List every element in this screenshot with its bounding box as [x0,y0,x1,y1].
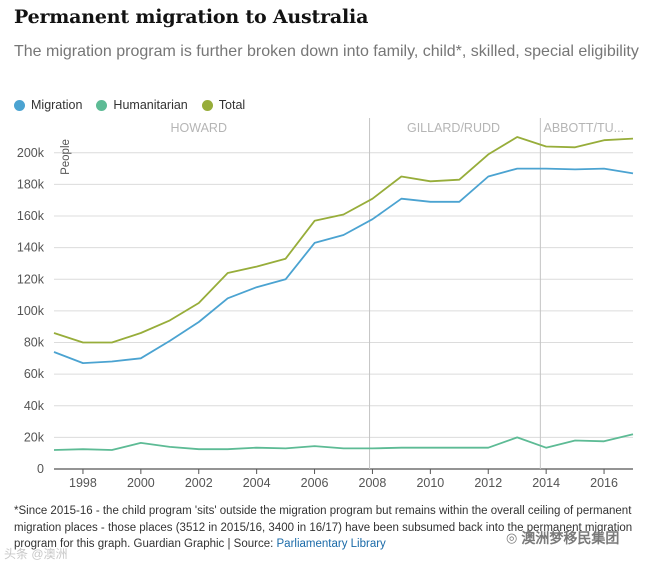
x-tick-label: 2000 [127,476,155,490]
x-tick-label: 1998 [69,476,97,490]
watermark-left: 头条 @澳洲 [4,547,68,561]
y-tick-label: 180k [17,177,45,191]
legend-label-migration: Migration [31,98,83,112]
chart-title: Permanent migration to Australia [14,6,369,28]
chart-subtitle: The migration program is further broken … [14,43,639,60]
legend-marker-humanitarian [96,99,108,111]
period-label: GILLARD/RUDD [407,121,500,135]
footnote: *Since 2015-16 - the child program 'sits… [14,503,650,553]
series-line-humanitarian [53,433,634,451]
wechat-icon: ◎ [506,530,518,545]
y-tick-label: 60k [24,367,45,381]
y-tick-label: 140k [17,241,45,255]
x-tick-label: 2014 [532,476,560,490]
y-tick-label: 160k [17,209,45,223]
x-tick-label: 2004 [243,476,271,490]
period-label: HOWARD [171,121,227,135]
source-link[interactable]: Parliamentary Library [276,538,386,550]
line-chart: 0 20k 40k 60k 80k 100k 120k 140k 160k 180k 200k 199… [17,118,634,490]
x-tick-label: 2016 [590,476,618,490]
period-label: ABBOTT/TU... [544,121,625,135]
footnote-text: *Since 2015-16 - the child program 'sits… [14,505,633,550]
legend: Migration Humanitarian Total [14,98,245,112]
y-tick-label: 40k [24,399,45,413]
x-tick-label: 2008 [359,476,387,490]
y-tick-label: 20k [24,430,45,444]
legend-item-total: Total [201,98,246,112]
legend-marker-total [201,99,213,111]
legend-item-humanitarian: Humanitarian [96,98,188,112]
watermark-right-text: 澳洲梦移民集团 [521,530,620,546]
y-axis-label: People [60,139,72,175]
x-tick-label: 2010 [416,476,444,490]
legend-marker-migration [14,99,25,111]
y-tick-label: 200k [17,146,45,160]
legend-item-migration: Migration [14,98,82,112]
watermark-right: ◎ 澳洲梦移民集团 [506,528,619,548]
x-tick-label: 2012 [474,476,502,490]
x-tick-label: 2006 [301,476,329,490]
y-tick-label: 120k [17,272,45,286]
y-tick-label: 0 [37,462,44,476]
y-tick-label: 100k [17,304,45,318]
series-line-total [53,136,634,344]
legend-label-total: Total [218,98,246,112]
series-line-migration [53,167,634,365]
legend-label-humanitarian: Humanitarian [113,98,188,112]
x-tick-label: 2002 [185,476,213,490]
y-tick-label: 80k [24,336,45,350]
